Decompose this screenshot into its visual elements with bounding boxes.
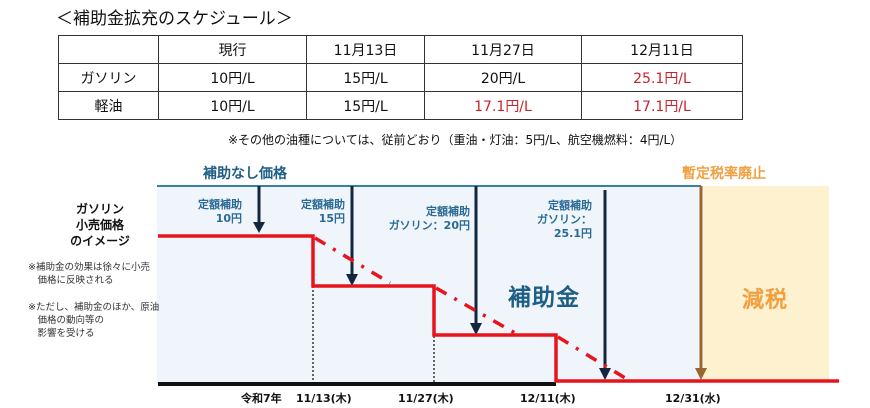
y-axis-label: ガソリン 小売価格 のイメージ — [60, 201, 140, 249]
subsidy-step-4: 定額補助 ガソリン： 25.1円 — [500, 199, 592, 241]
no-subsidy-price-label: 補助なし価格 — [203, 166, 287, 182]
subsidy-step-1: 定額補助 10円 — [170, 198, 242, 226]
subsidy-schedule-table: 現行 11月13日 11月27日 12月11日 ガソリン 10円/L 15円/L… — [58, 35, 743, 120]
x-label-date: 12/31(水) — [665, 392, 721, 405]
page-title: ＜補助金拡充のスケジュール＞ — [56, 9, 293, 29]
side-note-line: ※ただし、補助金のほか、原油 — [28, 302, 160, 313]
subsidy-step-line: ガソリン：20円 — [388, 219, 470, 232]
x-label-date: 11/13(木) — [296, 392, 352, 405]
side-note-crude: ※ただし、補助金のほか、原油 価格の動向等の 影響を受ける — [28, 301, 159, 340]
arrow-down-icon — [599, 368, 611, 380]
table-row: ガソリン 10円/L 15円/L 20円/L 25.1円/L — [58, 63, 743, 92]
subsidy-step-line: 10円 — [215, 212, 242, 225]
table-header-cell: 12月11日 — [581, 35, 743, 64]
gradual-decline-lines — [314, 236, 631, 383]
x-label-date: 11/27(木) — [398, 392, 454, 405]
other-fuels-footnote: ※その他の油種については、従前どおり（重油・灯油：5円/L、航空機燃料：4円/L… — [228, 133, 683, 147]
table-header-cell: 11月27日 — [424, 35, 582, 64]
date-guides — [312, 286, 435, 382]
y-label-line: 小売価格 — [75, 218, 124, 232]
subsidy-step-line: 定額補助 — [426, 205, 470, 218]
x-label-year: 令和7年 — [241, 392, 282, 405]
subsidy-band — [157, 185, 701, 383]
fuel-name-cell: 軽油 — [58, 91, 159, 120]
table-cell-highlight: 17.1円/L — [581, 91, 743, 120]
arrow-down-icon — [695, 368, 707, 380]
price-step-line — [158, 234, 839, 383]
subsidy-step-line: 15円 — [318, 212, 345, 225]
subsidy-step-line: 定額補助 — [198, 198, 242, 211]
table-cell: 10円/L — [158, 63, 307, 92]
subsidy-step-line: 定額補助 — [548, 199, 592, 212]
arrow-down-icon — [470, 323, 482, 335]
table-row: 軽油 10円/L 15円/L 17.1円/L 17.1円/L — [58, 91, 743, 120]
subsidy-step-line: 定額補助 — [301, 198, 345, 211]
side-note-line: 影響を受ける — [28, 328, 95, 339]
table-cell-highlight: 25.1円/L — [581, 63, 743, 92]
subsidy-step-line: 25.1円 — [553, 227, 592, 240]
x-label-date: 12/11(木) — [520, 392, 576, 405]
arrow-down-icon — [253, 222, 265, 233]
y-label-line: ガソリン — [75, 202, 124, 216]
table-cell: 20円/L — [424, 63, 582, 92]
tax-abolish-label: 暫定税率廃止 — [682, 166, 766, 182]
tax-cut-area-label: 減税 — [742, 288, 789, 313]
subsidy-area-label: 補助金 — [508, 285, 580, 311]
table-header-row: 現行 11月13日 11月27日 12月11日 — [58, 35, 743, 64]
table-header-cell: 現行 — [158, 35, 307, 64]
side-note-line: 価格に反映される — [28, 275, 114, 286]
table-cell: 15円/L — [306, 91, 425, 120]
table-cell-highlight: 17.1円/L — [424, 91, 582, 120]
arrow-down-icon — [346, 274, 358, 286]
side-note-gradual: ※補助金の効果は徐々に小売 価格に反映される — [28, 261, 150, 287]
side-note-line: ※補助金の効果は徐々に小売 — [28, 262, 150, 273]
y-label-line: のイメージ — [70, 234, 130, 248]
tax-cut-box — [703, 186, 829, 381]
table-cell: 15円/L — [306, 63, 425, 92]
table-header-cell — [58, 35, 159, 64]
subsidy-step-3: 定額補助 ガソリン：20円 — [360, 205, 470, 233]
table-cell: 10円/L — [158, 91, 307, 120]
subsidy-step-2: 定額補助 15円 — [270, 198, 345, 226]
subsidy-step-line: ガソリン： — [537, 213, 592, 226]
side-note-line: 価格の動向等の — [28, 315, 105, 326]
